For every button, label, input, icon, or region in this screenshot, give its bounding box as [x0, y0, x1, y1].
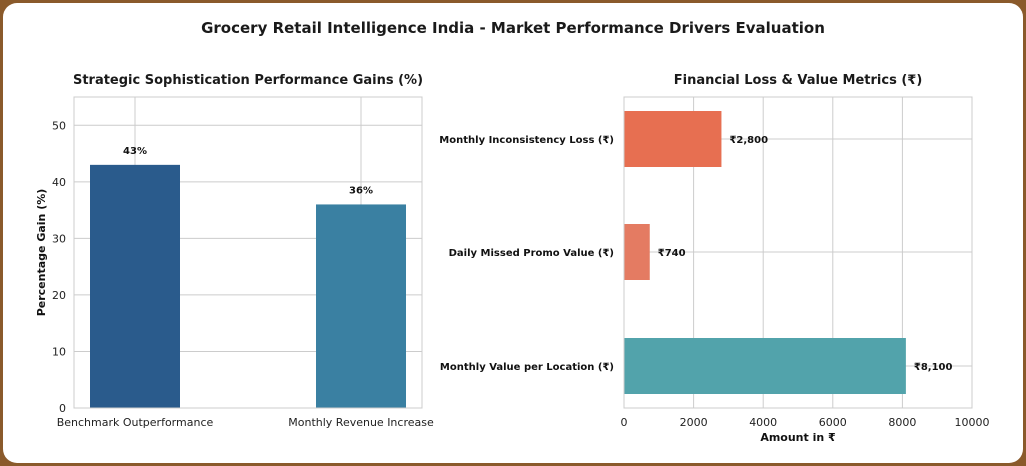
right-x-axis-label: Amount in ₹	[760, 431, 836, 444]
right-plot-border	[623, 96, 973, 409]
right-xtick-label: 2000	[680, 416, 708, 429]
left-xtick-label: Monthly Revenue Increase	[288, 416, 434, 429]
left-chart-title: Strategic Sophistication Performance Gai…	[73, 73, 423, 88]
hbar-monthly-inconsistency-loss	[624, 111, 722, 167]
right-xtick-label: 6000	[819, 416, 847, 429]
hbar-monthly-value-per-location	[624, 338, 906, 394]
left-y-axis-label: Percentage Gain (%)	[35, 189, 48, 317]
right-ytick-label: Monthly Inconsistency Loss (₹)	[439, 135, 614, 146]
left-ytick-label: 40	[52, 176, 66, 189]
right-xtick-label: 10000	[955, 416, 990, 429]
left-ytick-label: 0	[59, 402, 66, 415]
right-xtick-label: 8000	[888, 416, 916, 429]
hbar-data-label: ₹740	[658, 248, 686, 259]
bar-data-label: 43%	[123, 146, 147, 157]
right-ytick-label: Monthly Value per Location (₹)	[440, 362, 614, 373]
bar-benchmark-outperformance	[90, 164, 180, 408]
right-ytick-label: Daily Missed Promo Value (₹)	[449, 248, 614, 259]
right-xtick-label: 0	[621, 416, 628, 429]
right-xtick-label: 4000	[749, 416, 777, 429]
page-title: Grocery Retail Intelligence India - Mark…	[201, 19, 825, 37]
hbar-data-label: ₹2,800	[729, 135, 768, 146]
left-xtick-label: Benchmark Outperformance	[57, 416, 214, 429]
left-plot-border	[73, 96, 423, 409]
left-ytick-label: 10	[52, 345, 66, 358]
bar-data-label: 36%	[349, 185, 373, 196]
right-chart-title: Financial Loss & Value Metrics (₹)	[674, 73, 923, 88]
left-ytick-label: 20	[52, 289, 66, 302]
left-ytick-label: 50	[52, 119, 66, 132]
left-ytick-label: 30	[52, 232, 66, 245]
hbar-data-label: ₹8,100	[914, 362, 953, 373]
bar-monthly-revenue-increase	[316, 204, 406, 408]
hbar-daily-missed-promo-value	[624, 224, 650, 280]
